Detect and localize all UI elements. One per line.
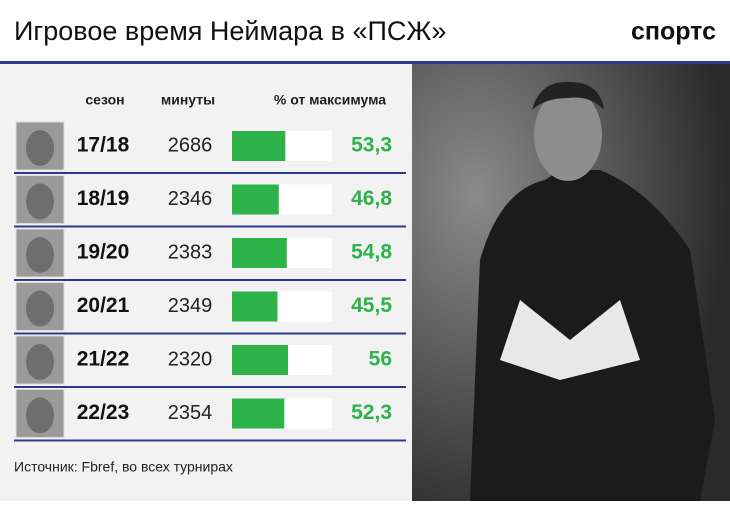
percent-label: 53,3 xyxy=(351,134,392,157)
face-shape xyxy=(26,130,54,166)
row-rule xyxy=(14,279,406,281)
bar xyxy=(232,184,279,215)
bar xyxy=(232,291,278,322)
minutes: 2346 xyxy=(168,188,213,210)
photo xyxy=(412,64,730,501)
row-rule xyxy=(14,386,406,388)
row-rule xyxy=(14,225,406,228)
row-rule xyxy=(14,332,406,335)
face-shape xyxy=(26,397,54,434)
row-rule xyxy=(14,172,406,174)
column-header: минуты xyxy=(161,92,215,108)
face-shape xyxy=(26,290,54,327)
season: 20/21 xyxy=(77,294,130,317)
percent-label: 52,3 xyxy=(351,401,392,424)
season: 21/22 xyxy=(77,348,130,371)
logo: спортс xyxy=(631,18,716,46)
bar xyxy=(232,238,287,268)
source-note: Источник: Fbref, во всех турнирах xyxy=(14,459,233,475)
column-header: сезон xyxy=(85,92,124,108)
minutes: 2320 xyxy=(168,348,213,370)
face-shape xyxy=(26,344,54,380)
percent-label: 54,8 xyxy=(351,241,392,264)
header-rule xyxy=(0,61,730,64)
bar xyxy=(232,345,288,375)
season: 22/23 xyxy=(77,401,130,424)
face-shape xyxy=(26,237,54,273)
minutes: 2686 xyxy=(168,134,213,156)
percent-label: 46,8 xyxy=(351,187,392,210)
title: Игровое время Неймара в «ПСЖ» xyxy=(14,16,446,46)
face-shape xyxy=(26,183,54,220)
bar xyxy=(232,131,286,161)
percent-label: 56 xyxy=(369,348,392,371)
row-rule xyxy=(14,439,406,442)
season: 18/19 xyxy=(77,187,130,210)
header-bg xyxy=(0,0,730,62)
minutes: 2383 xyxy=(168,241,213,263)
bar xyxy=(232,398,285,429)
season: 17/18 xyxy=(77,134,130,157)
minutes: 2354 xyxy=(168,402,213,424)
minutes: 2349 xyxy=(168,295,213,317)
percent-label: 45,5 xyxy=(351,294,392,317)
season: 19/20 xyxy=(77,241,130,264)
column-header: % от максимума xyxy=(274,92,386,108)
